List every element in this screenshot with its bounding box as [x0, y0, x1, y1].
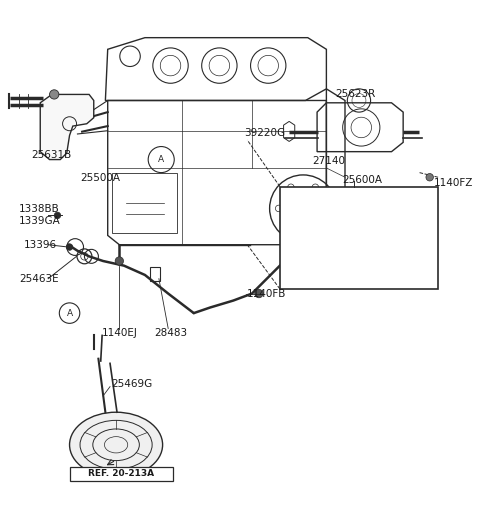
Bar — [112, 173, 178, 233]
Text: 25500A: 25500A — [81, 173, 121, 183]
Text: A: A — [158, 155, 164, 164]
Text: A: A — [67, 309, 72, 317]
Circle shape — [49, 90, 59, 99]
Circle shape — [115, 257, 123, 265]
Text: 25469G: 25469G — [111, 379, 153, 389]
Text: 1140EJ: 1140EJ — [101, 328, 137, 338]
Circle shape — [54, 212, 60, 219]
Text: 27140: 27140 — [312, 156, 345, 167]
Ellipse shape — [70, 412, 163, 477]
Text: 13396: 13396 — [24, 240, 57, 250]
Text: 1140FB: 1140FB — [247, 290, 287, 300]
Circle shape — [66, 244, 73, 250]
Text: 28483: 28483 — [154, 327, 187, 338]
Circle shape — [255, 289, 263, 298]
Text: 25463E: 25463E — [19, 274, 59, 283]
Text: 1339GA: 1339GA — [19, 217, 61, 227]
Bar — [70, 467, 173, 481]
Text: REF. 20-213A: REF. 20-213A — [88, 469, 154, 478]
Bar — [150, 267, 160, 280]
Bar — [280, 186, 438, 289]
Text: 25631B: 25631B — [31, 150, 71, 160]
Text: 1140FZ: 1140FZ — [433, 178, 473, 188]
Text: 25623R: 25623R — [335, 89, 375, 99]
Text: 39220G: 39220G — [244, 128, 286, 138]
Circle shape — [426, 173, 433, 181]
Text: 25600A: 25600A — [343, 174, 383, 185]
Polygon shape — [40, 94, 94, 160]
Text: 1338BB: 1338BB — [19, 204, 60, 214]
